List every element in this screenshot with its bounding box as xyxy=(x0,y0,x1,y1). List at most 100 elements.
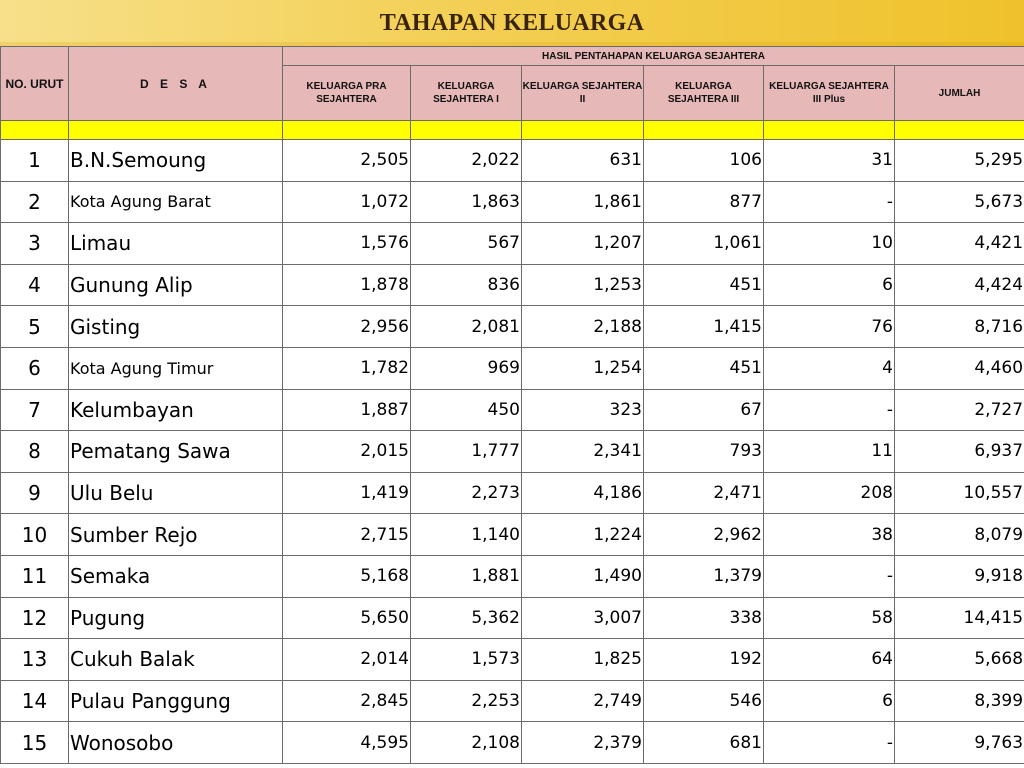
table-row: 10 Sumber Rejo 2,715 1,140 1,224 2,962 38 8,079 xyxy=(0,513,1024,556)
cell-sejahtera-3: 67 xyxy=(643,388,764,432)
cell-no: 15 xyxy=(0,721,69,764)
cell-sejahtera-3-plus: 38 xyxy=(763,513,895,556)
cell-pra-sejahtera: 5,650 xyxy=(282,596,411,640)
cell-desa: Kota Agung Barat xyxy=(68,180,283,224)
cell-sejahtera-1: 1,573 xyxy=(410,638,522,681)
table-row: 3 Limau 1,576 567 1,207 1,061 10 4,421 xyxy=(0,222,1024,265)
cell-sejahtera-2: 2,749 xyxy=(521,679,644,723)
table-row: 15 Wonosobo 4,595 2,108 2,379 681-9,763 xyxy=(0,721,1024,764)
cell-sejahtera-3: 2,962 xyxy=(643,513,764,556)
spacer-cell xyxy=(521,120,644,140)
cell-sejahtera-3: 106 xyxy=(643,139,764,182)
cell-desa: Pulau Panggung xyxy=(68,679,283,723)
cell-jumlah: 2,727 xyxy=(893,388,1024,432)
cell-sejahtera-3: 451 xyxy=(643,263,764,307)
cell-pra-sejahtera: 5,168 xyxy=(282,554,411,598)
cell-desa: Kelumbayan xyxy=(68,388,283,432)
cell-no: 7 xyxy=(0,388,69,432)
table-row: 1 B.N.Semoung 2,505 2,022 631 106 31 5,295 xyxy=(0,139,1024,182)
cell-jumlah: 8,399 xyxy=(893,679,1024,723)
cell-no: 11 xyxy=(0,554,69,598)
cell-desa: Cukuh Balak xyxy=(68,638,283,681)
cell-sejahtera-3-plus: 6 xyxy=(763,679,895,723)
page-title: TAHAPAN KELUARGA xyxy=(379,9,645,36)
table-row: 12 Pugung 5,650 5,362 3,007 338 58 14,415 xyxy=(0,596,1024,640)
cell-no: 3 xyxy=(0,222,69,265)
cell-sejahtera-3: 877 xyxy=(643,180,764,224)
cell-sejahtera-3: 1,061 xyxy=(643,222,764,265)
cell-sejahtera-3-plus: 6 xyxy=(763,263,895,307)
cell-sejahtera-3-plus: 58 xyxy=(763,596,895,640)
cell-sejahtera-1: 2,081 xyxy=(410,305,522,348)
cell-pra-sejahtera: 2,505 xyxy=(282,139,411,182)
cell-no: 6 xyxy=(0,346,69,390)
cell-pra-sejahtera: 2,956 xyxy=(282,305,411,348)
cell-desa: Limau xyxy=(68,222,283,265)
cell-sejahtera-3: 681 xyxy=(643,721,764,764)
cell-sejahtera-1: 836 xyxy=(410,263,522,307)
cell-jumlah: 5,295 xyxy=(893,139,1024,182)
cell-sejahtera-2: 1,253 xyxy=(521,263,644,307)
cell-sejahtera-2: 1,825 xyxy=(521,638,644,681)
cell-jumlah: 8,079 xyxy=(893,513,1024,556)
cell-sejahtera-1: 1,140 xyxy=(410,513,522,556)
cell-no: 12 xyxy=(0,596,69,640)
cell-sejahtera-3-plus: 76 xyxy=(763,305,895,348)
cell-desa: Wonosobo xyxy=(68,721,283,764)
cell-sejahtera-1: 969 xyxy=(410,346,522,390)
cell-sejahtera-3: 1,379 xyxy=(643,554,764,598)
cell-no: 14 xyxy=(0,679,69,723)
cell-sejahtera-1: 2,273 xyxy=(410,471,522,515)
cell-sejahtera-2: 1,224 xyxy=(521,513,644,556)
cell-sejahtera-3: 793 xyxy=(643,430,764,473)
cell-sejahtera-2: 1,861 xyxy=(521,180,644,224)
table-row: 8 Pematang Sawa 2,015 1,777 2,341 793 11 6,937 xyxy=(0,430,1024,473)
cell-pra-sejahtera: 1,887 xyxy=(282,388,411,432)
header-sejahtera-1: KELUARGA SEJAHTERA I xyxy=(410,65,522,121)
header-sejahtera-2: KELUARGA SEJAHTERA II xyxy=(521,65,644,121)
table-row: 2 Kota Agung Barat 1,072 1,863 1,861 877-5,67… xyxy=(0,180,1024,224)
cell-sejahtera-3-plus: - xyxy=(763,180,895,224)
cell-sejahtera-1: 450 xyxy=(410,388,522,432)
cell-pra-sejahtera: 1,878 xyxy=(282,263,411,307)
cell-desa: Sumber Rejo xyxy=(68,513,283,556)
cell-pra-sejahtera: 1,419 xyxy=(282,471,411,515)
cell-jumlah: 14,415 xyxy=(893,596,1024,640)
table-row: 9 Ulu Belu 1,419 2,273 4,186 2,471 208 10,557 xyxy=(0,471,1024,515)
cell-sejahtera-2: 3,007 xyxy=(521,596,644,640)
cell-desa: Pugung xyxy=(68,596,283,640)
cell-no: 13 xyxy=(0,638,69,681)
cell-sejahtera-1: 1,777 xyxy=(410,430,522,473)
cell-no: 8 xyxy=(0,430,69,473)
cell-sejahtera-2: 631 xyxy=(521,139,644,182)
cell-pra-sejahtera: 2,015 xyxy=(282,430,411,473)
cell-sejahtera-3-plus: 31 xyxy=(763,139,895,182)
cell-sejahtera-2: 2,341 xyxy=(521,430,644,473)
cell-sejahtera-2: 323 xyxy=(521,388,644,432)
cell-pra-sejahtera: 2,014 xyxy=(282,638,411,681)
table-row: 6 Kota Agung Timur 1,782 969 1,254 451 4 4,460 xyxy=(0,346,1024,390)
cell-pra-sejahtera: 1,782 xyxy=(282,346,411,390)
cell-jumlah: 5,668 xyxy=(893,638,1024,681)
cell-pra-sejahtera: 2,715 xyxy=(282,513,411,556)
cell-jumlah: 5,673 xyxy=(893,180,1024,224)
cell-sejahtera-3: 1,415 xyxy=(643,305,764,348)
cell-sejahtera-3-plus: 64 xyxy=(763,638,895,681)
title-banner: TAHAPAN KELUARGA xyxy=(0,0,1024,46)
cell-no: 1 xyxy=(0,139,69,182)
spacer-cell xyxy=(68,120,283,140)
cell-no: 5 xyxy=(0,305,69,348)
header-no-urut: NO. URUT xyxy=(0,46,69,121)
cell-sejahtera-1: 2,108 xyxy=(410,721,522,764)
cell-no: 2 xyxy=(0,180,69,224)
cell-desa: Gisting xyxy=(68,305,283,348)
spacer-cell xyxy=(893,120,1024,140)
table-row: 14 Pulau Panggung 2,845 2,253 2,749 546 6 8,399 xyxy=(0,679,1024,723)
cell-pra-sejahtera: 1,576 xyxy=(282,222,411,265)
cell-no: 4 xyxy=(0,263,69,307)
cell-desa: Kota Agung Timur xyxy=(68,346,283,390)
table-row: 11 Semaka 5,168 1,881 1,490 1,379-9,918 xyxy=(0,554,1024,598)
cell-jumlah: 9,918 xyxy=(893,554,1024,598)
header-jumlah: JUMLAH xyxy=(893,65,1024,121)
cell-jumlah: 4,424 xyxy=(893,263,1024,307)
